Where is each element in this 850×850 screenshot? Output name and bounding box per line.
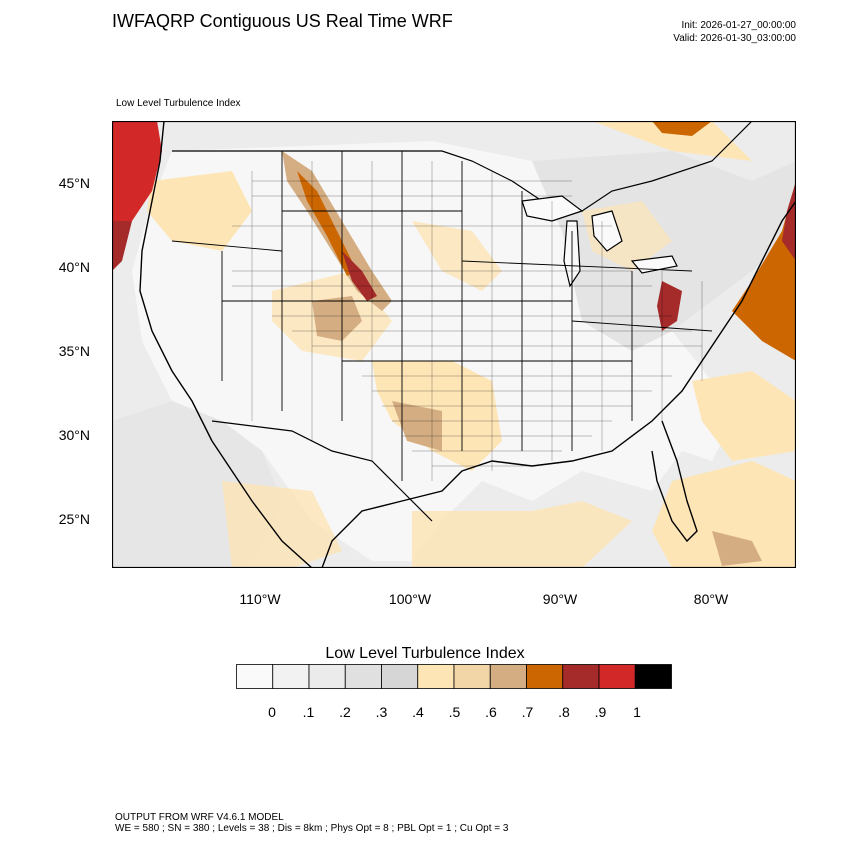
colorbar-swatch	[562, 664, 600, 689]
lat-label-25: 25°N	[58, 511, 90, 527]
lon-label-80: 80°W	[693, 591, 729, 607]
lat-label-40: 40°N	[58, 259, 90, 275]
county-boundaries	[232, 161, 703, 481]
lat-label-45: 45°N	[58, 175, 90, 191]
lon-label-100: 100°W	[388, 591, 432, 607]
colorbar-tick-label: 0	[268, 704, 276, 720]
colorbar-tick-label: .9	[594, 704, 607, 720]
colorbar-swatch	[634, 664, 672, 689]
colorbar-tick-label: .3	[375, 704, 388, 720]
colorbar-swatch	[489, 664, 527, 689]
colorbar-swatch	[453, 664, 491, 689]
coastlines	[139, 121, 796, 568]
colorbar-tick-label: .4	[412, 704, 424, 720]
colorbar-tick-label: .5	[448, 704, 461, 720]
high-index-areas	[112, 121, 796, 566]
colorbar-swatch	[308, 664, 346, 689]
colorbar-swatch	[272, 664, 310, 689]
colorbar-tick-label: 1	[633, 704, 641, 720]
colorbar-title: Low Level Turbulence Index	[325, 645, 525, 662]
lon-label-110: 110°W	[239, 591, 281, 607]
turbulence-map[interactable]	[112, 121, 796, 568]
colorbar-tick-label: .6	[485, 704, 497, 720]
colorbar-swatch	[417, 664, 455, 689]
model-info: OUTPUT FROM WRF V4.6.1 MODEL	[115, 812, 284, 823]
lon-label-90: 90°W	[542, 591, 578, 607]
valid-time: Valid: 2026-01-30_03:00:00	[673, 33, 796, 44]
colorbar-tick-label: .8	[558, 704, 570, 720]
colorbar-tick-label: .2	[339, 704, 351, 720]
model-config: WE = 580 ; SN = 380 ; Levels = 38 ; Dis …	[115, 823, 509, 834]
colorbar-swatch	[526, 664, 564, 689]
colorbar-tick-label: .7	[521, 704, 534, 720]
colorbar	[236, 664, 672, 689]
init-time: Init: 2026-01-27_00:00:00	[681, 20, 796, 31]
colorbar-swatch	[381, 664, 419, 689]
map-frame	[112, 121, 796, 568]
lat-label-30: 30°N	[58, 427, 90, 443]
lat-label-35: 35°N	[58, 343, 90, 359]
colorbar-swatch	[598, 664, 636, 689]
colorbar-tick-label: .1	[302, 704, 315, 720]
field-label: Low Level Turbulence Index	[116, 98, 241, 109]
colorbar-swatch	[344, 664, 382, 689]
map-title: IWFAQRP Contiguous US Real Time WRF	[112, 11, 453, 31]
colorbar-swatch	[236, 664, 274, 689]
